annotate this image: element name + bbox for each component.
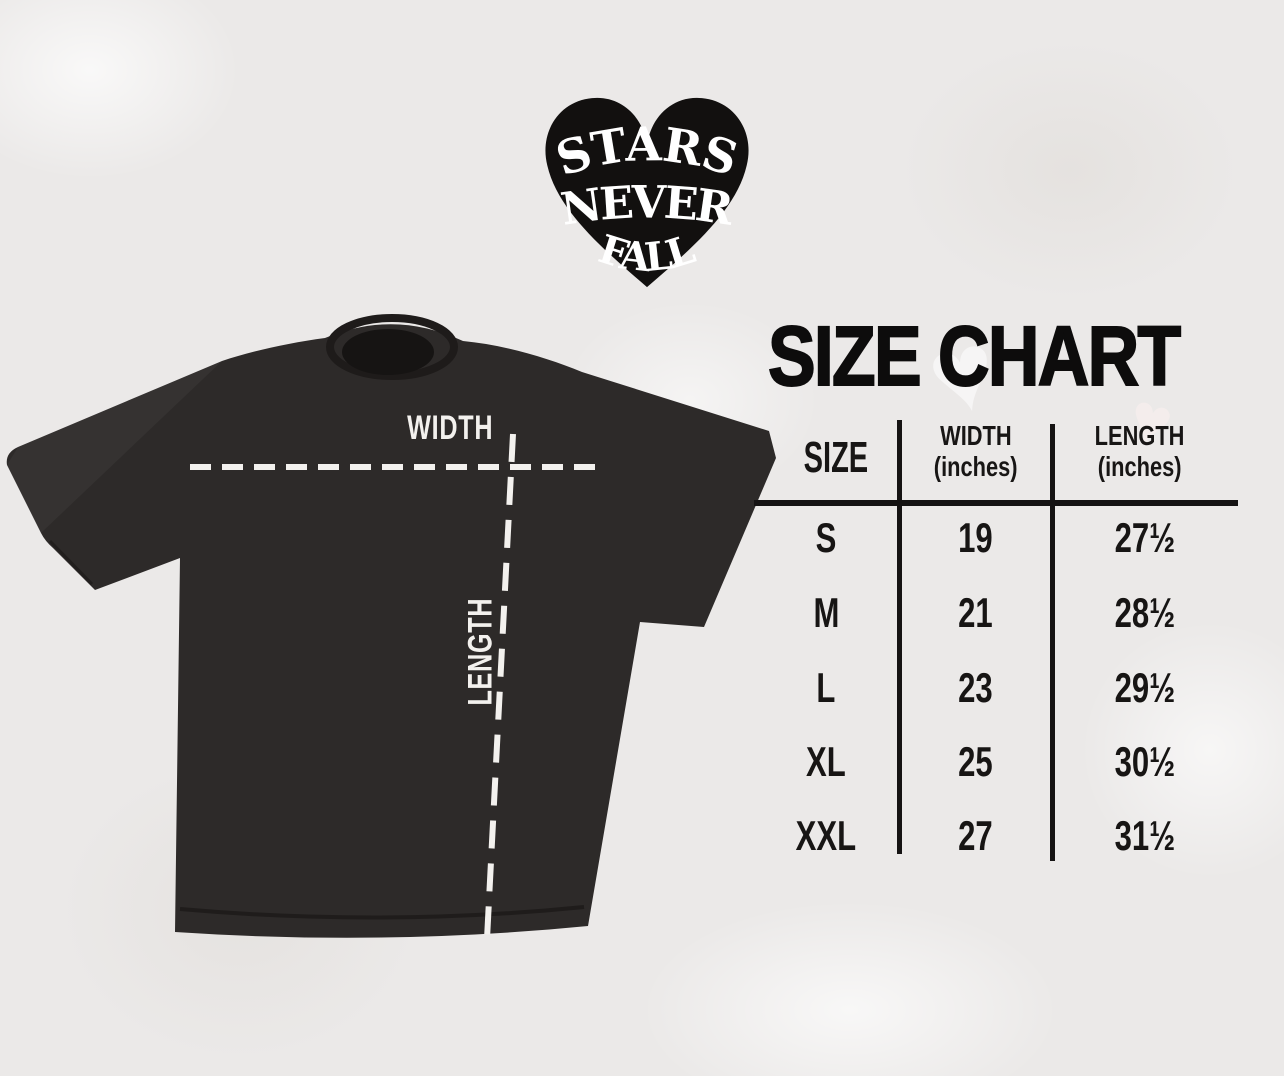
sleeve-highlight <box>7 361 222 533</box>
width-cell: 27 <box>957 812 993 859</box>
table-row: M 21 28½ <box>754 587 1238 639</box>
hem-stitch <box>179 905 585 920</box>
logo-text-fall: FALL <box>593 226 700 281</box>
cuff-stitch <box>48 539 94 586</box>
heart-icon <box>545 97 749 288</box>
table-row: S 19 27½ <box>754 512 1238 564</box>
size-cell: XXL <box>795 812 857 859</box>
table-header-divider <box>754 500 1238 506</box>
size-cell: XL <box>806 738 846 785</box>
table-column-divider <box>897 420 902 854</box>
length-cell: 28½ <box>1114 589 1176 636</box>
column-header-size: SIZE <box>803 433 869 482</box>
tshirt-image <box>6 314 776 940</box>
tshirt-body <box>6 324 776 938</box>
size-cell: M <box>813 589 839 636</box>
width-cell: 19 <box>957 514 993 561</box>
width-cell: 21 <box>957 589 993 636</box>
length-cell: 29½ <box>1114 664 1176 711</box>
collar-band <box>326 314 458 380</box>
length-cell: 31½ <box>1114 812 1176 859</box>
column-header-length: LENGTH (inches) <box>1095 420 1185 482</box>
width-cell: 25 <box>957 738 993 785</box>
table-row: XL 25 30½ <box>754 736 1238 788</box>
width-label: WIDTH <box>407 409 494 447</box>
length-label: LENGTH <box>461 597 500 706</box>
logo-text-never: NEVER <box>557 175 737 236</box>
length-cell: 27½ <box>1114 514 1176 561</box>
size-cell: L <box>816 664 836 711</box>
table-row: XXL 27 31½ <box>754 810 1238 862</box>
background-blob <box>0 0 240 180</box>
table-column-divider <box>1050 424 1055 861</box>
table-row: L 23 29½ <box>754 662 1238 714</box>
brand-logo-heart: STARS NEVER FALL <box>545 97 749 288</box>
page-title: SIZE CHART <box>767 308 1182 404</box>
collar-neck-opening <box>342 329 434 375</box>
length-cell: 30½ <box>1114 738 1176 785</box>
width-cell: 23 <box>957 664 993 711</box>
column-header-width: WIDTH (inches) <box>934 420 1018 482</box>
size-cell: S <box>815 514 837 561</box>
background-blob <box>900 40 1240 300</box>
